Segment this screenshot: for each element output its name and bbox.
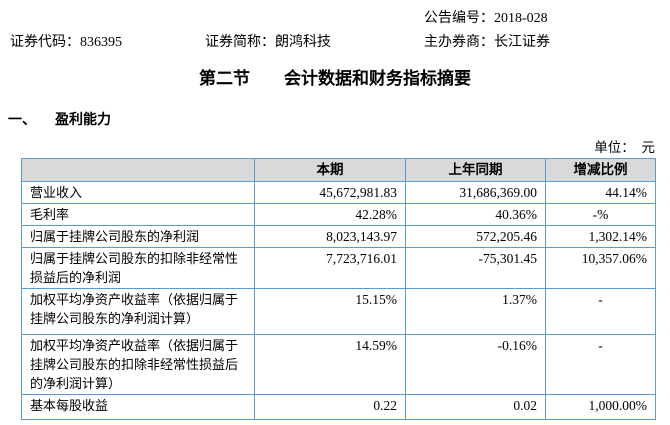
cell-change: - bbox=[545, 288, 656, 335]
table-row-basic-eps: 基本每股收益 0.22 0.02 1,000.00% bbox=[21, 394, 656, 420]
unit-note: 单位： 元 bbox=[594, 140, 655, 155]
subsection-index: 一、 bbox=[8, 111, 36, 127]
cell-prior: 572,205.46 bbox=[405, 225, 546, 248]
column-header-indicator bbox=[21, 158, 255, 182]
table-row-weighted-avg-roe-excl-nonrecurring: 加权平均净资产收益率（依据归属于挂牌公司股东的扣除非经常性损益后的净利润计算） … bbox=[21, 334, 656, 395]
column-header-current-period: 本期 bbox=[254, 158, 406, 182]
column-header-change-ratio: 增减比例 bbox=[545, 158, 656, 182]
section-title: 第二节 会计数据和财务指标摘要 bbox=[199, 69, 471, 88]
cell-current: 42.28% bbox=[254, 203, 406, 226]
cell-label: 归属于挂牌公司股东的扣除非经常性损益后的净利润 bbox=[21, 247, 255, 289]
cell-current: 8,023,143.97 bbox=[254, 225, 406, 248]
sponsor-broker-label: 主办券商： bbox=[424, 35, 494, 50]
cell-current: 45,672,981.83 bbox=[254, 181, 406, 204]
cell-change: 1,000.00% bbox=[545, 394, 656, 420]
cell-change: -% bbox=[545, 203, 656, 226]
financial-indicators-table: 本期 上年同期 增减比例 营业收入 45,672,981.83 31,686,3… bbox=[21, 158, 656, 420]
announcement-number-label: 公告编号： bbox=[424, 11, 494, 26]
cell-prior: 40.36% bbox=[405, 203, 546, 226]
cell-label: 营业收入 bbox=[21, 181, 255, 204]
table-row-net-profit-excl-nonrecurring: 归属于挂牌公司股东的扣除非经常性损益后的净利润 7,723,716.01 -75… bbox=[21, 247, 656, 289]
cell-prior: 1.37% bbox=[405, 288, 546, 335]
table-row-net-profit: 归属于挂牌公司股东的净利润 8,023,143.97 572,205.46 1,… bbox=[21, 225, 656, 248]
table-header-row: 本期 上年同期 增减比例 bbox=[21, 158, 656, 182]
cell-label: 加权平均净资产收益率（依据归属于挂牌公司股东的净利润计算） bbox=[21, 288, 255, 335]
stock-code-value: 836395 bbox=[80, 35, 122, 50]
cell-change: 1,302.14% bbox=[545, 225, 656, 248]
cell-prior: 31,686,369.00 bbox=[405, 181, 546, 204]
cell-prior: -0.16% bbox=[405, 334, 546, 395]
cell-label: 加权平均净资产收益率（依据归属于挂牌公司股东的扣除非经常性损益后的净利润计算） bbox=[21, 334, 255, 395]
subsection-heading: 一、 盈利能力 bbox=[8, 109, 111, 129]
cell-label: 基本每股收益 bbox=[21, 394, 255, 420]
stock-short-name-label: 证券简称： bbox=[205, 35, 275, 50]
stock-code: 证券代码：836395 bbox=[10, 31, 122, 51]
cell-current: 14.59% bbox=[254, 334, 406, 395]
cell-change: 10,357.06% bbox=[545, 247, 656, 289]
cell-label: 归属于挂牌公司股东的净利润 bbox=[21, 225, 255, 248]
table-row-gross-margin: 毛利率 42.28% 40.36% -% bbox=[21, 203, 656, 226]
cell-current: 0.22 bbox=[254, 394, 406, 420]
cell-current: 7,723,716.01 bbox=[254, 247, 406, 289]
announcement-number: 公告编号：2018-028 bbox=[424, 7, 548, 27]
sponsor-broker-value: 长江证券 bbox=[494, 35, 550, 50]
cell-prior: -75,301.45 bbox=[405, 247, 546, 289]
cell-prior: 0.02 bbox=[405, 394, 546, 420]
stock-short-name-value: 朗鸿科技 bbox=[275, 35, 331, 50]
cell-current: 15.15% bbox=[254, 288, 406, 335]
cell-change: 44.14% bbox=[545, 181, 656, 204]
sponsor-broker: 主办券商：长江证券 bbox=[424, 31, 550, 51]
subsection-name: 盈利能力 bbox=[55, 111, 111, 127]
announcement-number-value: 2018-028 bbox=[494, 11, 548, 26]
table-row-revenue: 营业收入 45,672,981.83 31,686,369.00 44.14% bbox=[21, 181, 656, 204]
stock-code-label: 证券代码： bbox=[10, 35, 80, 50]
table-row-weighted-avg-roe: 加权平均净资产收益率（依据归属于挂牌公司股东的净利润计算） 15.15% 1.3… bbox=[21, 288, 656, 335]
cell-change: - bbox=[545, 334, 656, 395]
cell-label: 毛利率 bbox=[21, 203, 255, 226]
stock-short-name: 证券简称：朗鸿科技 bbox=[205, 31, 331, 51]
column-header-prior-period: 上年同期 bbox=[405, 158, 546, 182]
